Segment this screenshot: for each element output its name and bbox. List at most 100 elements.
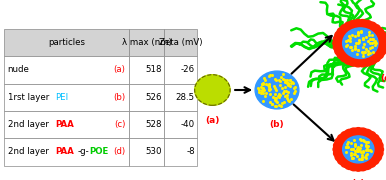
Circle shape	[343, 28, 378, 58]
Circle shape	[362, 20, 372, 29]
Circle shape	[348, 20, 359, 29]
Bar	[129, 29, 164, 56]
Circle shape	[340, 26, 380, 60]
Circle shape	[376, 47, 386, 56]
Text: -g-: -g-	[77, 147, 89, 156]
Circle shape	[357, 20, 368, 29]
Circle shape	[366, 22, 377, 31]
Circle shape	[374, 145, 384, 154]
Circle shape	[373, 27, 384, 36]
Circle shape	[341, 131, 351, 140]
Circle shape	[366, 55, 377, 64]
Circle shape	[349, 162, 359, 171]
Circle shape	[337, 27, 347, 36]
Circle shape	[344, 22, 354, 31]
Text: -40: -40	[181, 120, 195, 129]
Circle shape	[333, 39, 343, 48]
Circle shape	[366, 131, 376, 140]
Text: 528: 528	[146, 120, 162, 129]
Circle shape	[340, 24, 350, 33]
Circle shape	[362, 129, 372, 138]
Circle shape	[337, 50, 347, 59]
Text: (b): (b)	[270, 120, 284, 129]
Circle shape	[362, 161, 372, 169]
Circle shape	[366, 159, 376, 167]
Circle shape	[195, 75, 230, 105]
Bar	[129, 84, 164, 111]
Text: (b): (b)	[113, 93, 125, 102]
Circle shape	[353, 58, 363, 67]
Text: PAA: PAA	[55, 147, 74, 156]
Circle shape	[357, 58, 368, 67]
Circle shape	[334, 141, 344, 150]
Circle shape	[345, 129, 354, 138]
Circle shape	[349, 128, 359, 137]
Circle shape	[255, 71, 299, 109]
Circle shape	[335, 31, 345, 40]
Bar	[4, 138, 129, 166]
Circle shape	[371, 153, 381, 161]
Bar	[164, 29, 197, 56]
Text: (a): (a)	[205, 116, 220, 125]
Text: (d): (d)	[380, 74, 386, 83]
Text: 1rst layer: 1rst layer	[8, 93, 52, 102]
Text: -8: -8	[186, 147, 195, 156]
Text: -26: -26	[181, 65, 195, 74]
Text: (a): (a)	[113, 65, 125, 74]
Text: nude: nude	[8, 65, 30, 74]
Circle shape	[337, 156, 347, 165]
Circle shape	[370, 53, 381, 62]
Circle shape	[341, 159, 351, 167]
Bar	[164, 138, 197, 166]
Text: 518: 518	[146, 65, 162, 74]
Circle shape	[371, 138, 381, 146]
Text: λ max (nm): λ max (nm)	[122, 38, 172, 47]
Circle shape	[353, 20, 363, 29]
Text: 2nd layer: 2nd layer	[8, 147, 51, 156]
Circle shape	[369, 156, 379, 165]
Bar	[164, 84, 197, 111]
Circle shape	[373, 149, 383, 158]
Circle shape	[340, 53, 350, 62]
Circle shape	[370, 24, 381, 33]
Circle shape	[341, 134, 376, 164]
Text: PAA: PAA	[55, 120, 74, 129]
Bar	[164, 56, 197, 84]
Text: Zeta (mV): Zeta (mV)	[159, 38, 202, 47]
Bar	[4, 111, 129, 138]
Text: (c): (c)	[352, 179, 365, 180]
Circle shape	[334, 149, 344, 158]
Circle shape	[358, 162, 368, 171]
Bar	[129, 111, 164, 138]
Circle shape	[377, 35, 386, 44]
Circle shape	[378, 39, 386, 48]
Text: (c): (c)	[114, 120, 125, 129]
Circle shape	[362, 57, 372, 66]
Text: 2nd layer: 2nd layer	[8, 120, 51, 129]
Circle shape	[377, 43, 386, 52]
Circle shape	[369, 134, 379, 143]
Text: (d): (d)	[113, 147, 125, 156]
Text: 530: 530	[146, 147, 162, 156]
Circle shape	[335, 153, 345, 161]
Text: PEI: PEI	[55, 93, 68, 102]
Text: 28.5: 28.5	[176, 93, 195, 102]
Bar	[129, 56, 164, 84]
Text: POE: POE	[90, 147, 109, 156]
Bar	[4, 56, 129, 84]
Circle shape	[348, 57, 359, 66]
Circle shape	[333, 145, 343, 154]
Bar	[4, 84, 129, 111]
Circle shape	[335, 47, 345, 56]
Circle shape	[335, 138, 345, 146]
Circle shape	[373, 50, 384, 59]
Circle shape	[358, 128, 368, 137]
Circle shape	[334, 35, 344, 44]
Text: 526: 526	[146, 93, 162, 102]
Circle shape	[344, 55, 354, 64]
Circle shape	[337, 134, 347, 143]
Circle shape	[353, 163, 363, 171]
Circle shape	[334, 43, 344, 52]
Circle shape	[353, 128, 363, 136]
Bar	[4, 29, 129, 56]
